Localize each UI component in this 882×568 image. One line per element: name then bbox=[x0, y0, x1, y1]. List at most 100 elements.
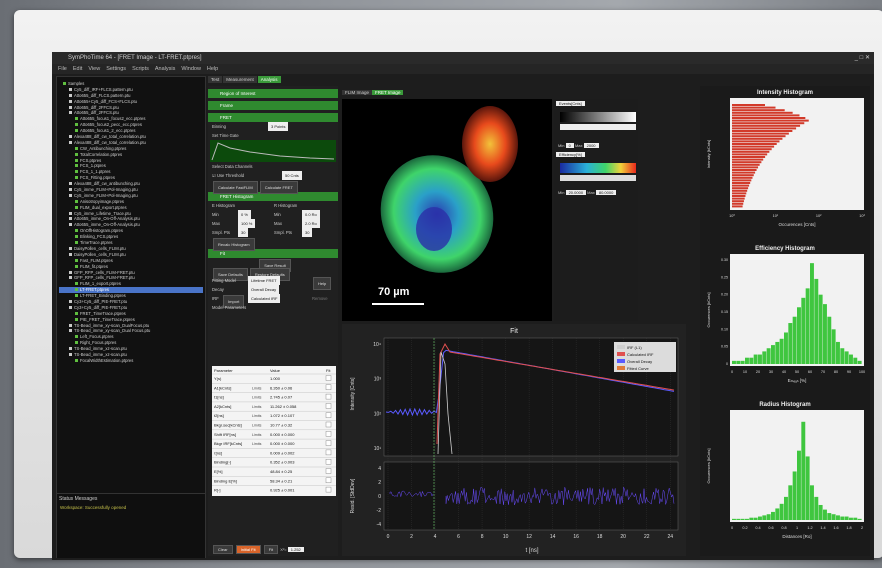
param-limits[interactable]: Limits bbox=[252, 433, 262, 437]
param-fit-checkbox[interactable] bbox=[326, 385, 331, 390]
r-bins-field[interactable]: 30 bbox=[302, 228, 312, 237]
param-fit-checkbox[interactable] bbox=[326, 459, 331, 464]
param-value[interactable]: 1.072 ± 0.107 bbox=[270, 413, 295, 418]
menu-window[interactable]: Window bbox=[181, 66, 201, 72]
time-gate-plot[interactable] bbox=[210, 140, 336, 162]
tab-fret-image[interactable]: FRET Image bbox=[372, 90, 403, 95]
eff-max-field[interactable]: 80.0000 bbox=[596, 190, 616, 195]
tab-flim-image[interactable]: FLIM Image bbox=[342, 90, 372, 95]
result-icon bbox=[75, 164, 78, 167]
hist-y-tick: 0.30 bbox=[721, 258, 728, 262]
recalc-histogram-button[interactable]: Recalc Histogram bbox=[213, 238, 255, 251]
fit-chart[interactable]: Fit0 2 4 6 8 10 12 14 16 18 20 22 2410¹10²10³10⁴420-… bbox=[342, 324, 686, 556]
intensity-bar bbox=[732, 166, 758, 168]
irf-select[interactable]: Calculated IRF bbox=[248, 294, 280, 303]
param-fit-checkbox[interactable] bbox=[326, 422, 331, 427]
fitting-model-label: Fitting Model bbox=[212, 278, 236, 283]
param-limits[interactable]: Limits bbox=[252, 386, 262, 390]
use-threshold-checkbox[interactable]: ☑ bbox=[212, 173, 216, 178]
menu-analysis[interactable]: Analysis bbox=[155, 66, 175, 72]
fret-image[interactable]: 70 µm bbox=[342, 99, 552, 321]
r-min-field[interactable]: 0.0 Ro bbox=[302, 210, 320, 219]
param-fit-checkbox[interactable] bbox=[326, 478, 331, 483]
efficiency-bar bbox=[819, 295, 823, 364]
param-fit-checkbox[interactable] bbox=[326, 450, 331, 455]
param-fit-checkbox[interactable] bbox=[326, 431, 331, 436]
param-value[interactable]: 58.34 ± 0.21 bbox=[270, 478, 293, 483]
efficiency-colorbar[interactable] bbox=[554, 159, 638, 185]
hist-x-tick: 30 bbox=[769, 370, 773, 374]
result-icon bbox=[75, 341, 78, 344]
resid-tick: 2 bbox=[378, 480, 381, 486]
fit-x-tick: 12 bbox=[526, 534, 532, 540]
param-fit-checkbox[interactable] bbox=[326, 487, 331, 492]
menu-settings[interactable]: Settings bbox=[106, 66, 126, 72]
irf-label: IRF bbox=[212, 296, 219, 301]
calc-fastflim-button[interactable]: Calculate FastFLIM bbox=[213, 181, 258, 194]
section-frame[interactable]: Frame bbox=[208, 101, 338, 110]
param-fit-checkbox[interactable] bbox=[326, 403, 331, 408]
param-value[interactable]: 0.925 ± 0.001 bbox=[270, 488, 295, 493]
tab-test[interactable]: Test bbox=[208, 76, 222, 83]
param-fit-checkbox[interactable] bbox=[326, 394, 331, 399]
clear-button[interactable]: Clear bbox=[213, 545, 233, 554]
fitting-model-select[interactable]: Lifetime FRET bbox=[248, 276, 280, 285]
param-value[interactable]: 10.77 ± 0.32 bbox=[270, 423, 293, 428]
param-limits[interactable]: Limits bbox=[252, 442, 262, 446]
ev-min-field[interactable]: 0 bbox=[566, 143, 574, 148]
monitor-bezel: SymPhoTime 64 - [FRET Image - LT-FRET.pt… bbox=[14, 10, 882, 558]
binning-field[interactable]: 3 Points bbox=[268, 122, 288, 131]
section-roi[interactable]: Region of Interest bbox=[208, 89, 338, 98]
fit-button[interactable]: Fit bbox=[264, 545, 278, 554]
param-fit-checkbox[interactable] bbox=[326, 413, 331, 418]
e-min-field[interactable]: 0 % bbox=[238, 210, 251, 219]
menu-view[interactable]: View bbox=[88, 66, 100, 72]
irf-remove-button[interactable]: Remove bbox=[312, 294, 328, 303]
param-fit-checkbox[interactable] bbox=[326, 441, 331, 446]
param-value[interactable]: 0.352 ± 0.003 bbox=[270, 460, 295, 465]
initial-fit-button[interactable]: Initial Fit bbox=[236, 545, 261, 554]
file-icon bbox=[69, 94, 72, 97]
tab-measurement[interactable]: Measurement bbox=[223, 76, 257, 83]
r-max-field[interactable]: 2.0 Ro bbox=[302, 219, 320, 228]
window-controls[interactable]: _ □ ✕ bbox=[855, 52, 870, 64]
param-value[interactable]: 0.000 ± 0.000 bbox=[270, 432, 295, 437]
threshold-field[interactable]: 50 Cnts bbox=[282, 171, 302, 180]
tree-item-label: OnOffHistogram.ptpres bbox=[80, 228, 123, 233]
menu-help[interactable]: Help bbox=[207, 66, 218, 72]
section-fret[interactable]: FRET bbox=[208, 113, 338, 122]
param-value[interactable]: 2.745 ± 0.07 bbox=[270, 395, 293, 400]
tree-item[interactable]: FocalWidthEstimation.ptpres bbox=[59, 358, 203, 364]
param-limits[interactable]: Limits bbox=[252, 396, 262, 400]
e-bins-field[interactable]: 30 bbox=[238, 228, 248, 237]
param-limits[interactable]: Limits bbox=[252, 405, 262, 409]
hist-x-tick: 50 bbox=[795, 370, 799, 374]
calc-fret-button[interactable]: Calculate FRET bbox=[260, 181, 298, 194]
param-value[interactable]: 0.000 ± 0.000 bbox=[270, 441, 295, 446]
result-icon bbox=[75, 259, 78, 262]
decay-select[interactable]: Overall Decay bbox=[248, 285, 279, 294]
radius-bar bbox=[745, 519, 749, 520]
e-max-field[interactable]: 100 % bbox=[238, 219, 255, 228]
tab-analysis[interactable]: Analysis bbox=[258, 76, 281, 83]
events-select[interactable]: Events[Cnts] bbox=[556, 101, 585, 106]
param-fit-checkbox[interactable] bbox=[326, 469, 331, 474]
param-limits[interactable]: Limits bbox=[252, 414, 262, 418]
menu-scripts[interactable]: Scripts bbox=[132, 66, 149, 72]
menu-edit[interactable]: Edit bbox=[73, 66, 82, 72]
param-fit-checkbox[interactable] bbox=[326, 376, 331, 381]
file-icon bbox=[69, 217, 72, 220]
ev-max-field[interactable]: 2000 bbox=[584, 143, 599, 148]
efficiency-select[interactable]: Efficiency[%] bbox=[556, 152, 585, 157]
param-value[interactable]: 11.262 ± 0.058 bbox=[270, 404, 297, 409]
param-value[interactable]: 1.000 bbox=[270, 376, 281, 381]
menu-file[interactable]: File bbox=[58, 66, 67, 72]
tree-item-label: GFP_RFP_cells_FLIM-FRET.ptu bbox=[74, 275, 135, 280]
param-value[interactable]: 6.260 ± 0.06 bbox=[270, 385, 293, 390]
eff-min-field[interactable]: 20.0000 bbox=[566, 190, 586, 195]
param-value[interactable]: 0.009 ± 0.002 bbox=[270, 450, 295, 455]
param-limits[interactable]: Limits bbox=[252, 424, 262, 428]
legend-entry: Fitted Curve bbox=[627, 366, 650, 371]
param-value[interactable]: 48.84 ± 0.25 bbox=[270, 469, 293, 474]
events-colorbar[interactable] bbox=[554, 108, 638, 138]
